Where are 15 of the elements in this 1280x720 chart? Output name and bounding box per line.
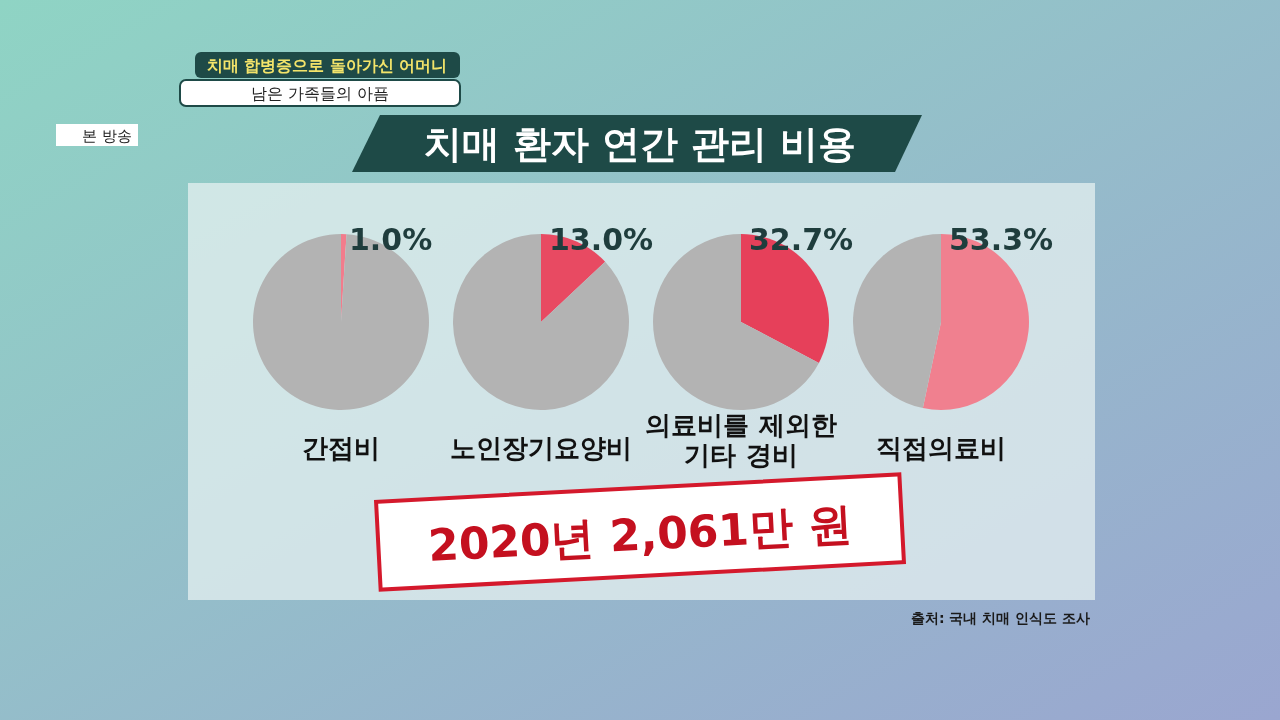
text: 노인장기요양비 (450, 433, 632, 463)
text: 치매 합병증으로 돌아가신 어머니 (206, 56, 448, 75)
text: 간접비 (302, 433, 380, 463)
data-label: 13.0% (549, 222, 654, 257)
text: 직접의료비 (876, 433, 1006, 463)
text: 2020년 2,061만 원 (426, 497, 854, 572)
source-note: 출처: 국내 치매 인식도 조사 (910, 610, 1090, 626)
data-label: 1.0% (349, 222, 433, 257)
text: 본 방송 (82, 127, 132, 145)
data-label: 32.7% (749, 222, 854, 257)
pie-slice (853, 234, 941, 409)
text: 의료비를 제외한 기타 경비 (645, 410, 837, 470)
data-label: 53.3% (949, 222, 1054, 257)
text: 치매 환자 연간 관리 비용 (423, 122, 857, 166)
text: 남은 가족들의 아픔 (250, 84, 390, 103)
